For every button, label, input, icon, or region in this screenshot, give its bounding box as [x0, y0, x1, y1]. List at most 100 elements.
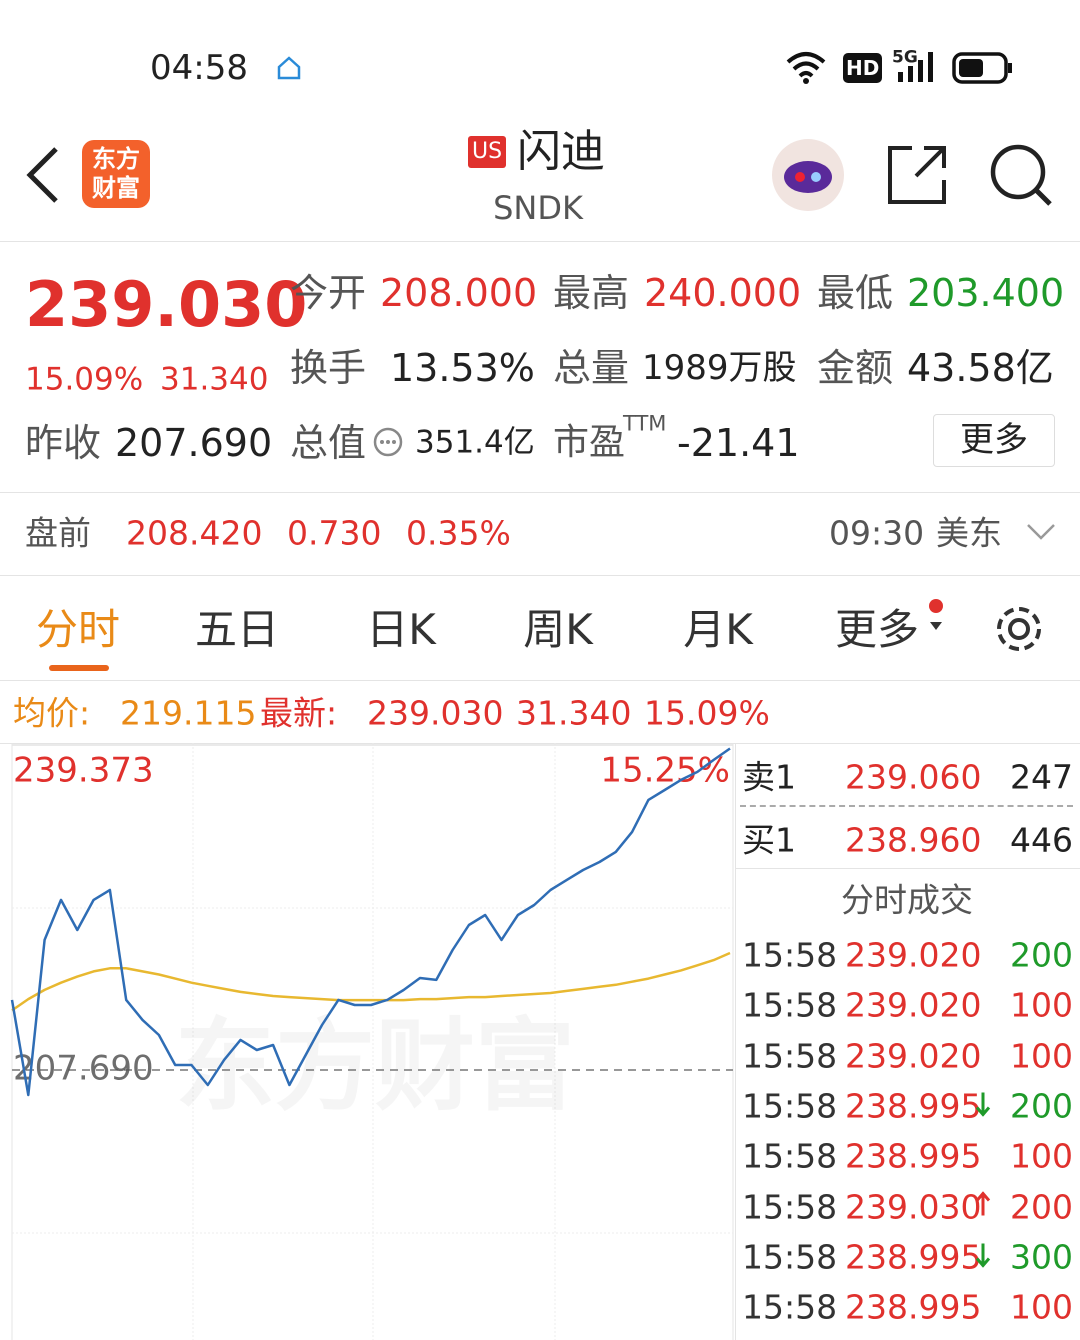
- latest-label: 最新:: [260, 693, 338, 733]
- field-value: 203.400: [907, 271, 1065, 315]
- field-label: 昨收: [25, 421, 102, 465]
- clock: 04:58: [150, 48, 248, 88]
- stock-name: 闪迪: [517, 126, 605, 177]
- field-label: 换手: [290, 346, 367, 390]
- trade-volume: 100: [1010, 1287, 1073, 1327]
- price-line: [10, 747, 731, 1097]
- bid-volume: 446: [1010, 820, 1073, 860]
- field-value: 13.53%: [390, 346, 535, 390]
- ask-price: 239.060: [845, 757, 982, 797]
- divider: [735, 743, 736, 1340]
- trade-price: 238.995: [845, 1237, 982, 1277]
- tab-indicator: [49, 665, 109, 671]
- trade-time: 15:58: [742, 1136, 838, 1176]
- info-icon[interactable]: [372, 426, 404, 458]
- field-value: 240.000: [644, 271, 802, 315]
- trade-volume: 100: [1010, 1036, 1073, 1076]
- field-value: 208.000: [380, 271, 538, 315]
- ask-volume: 247: [1010, 757, 1073, 797]
- tab[interactable]: 日K: [366, 605, 436, 654]
- trade-volume: 200: [1010, 935, 1073, 975]
- trade-volume: 200: [1010, 1086, 1073, 1126]
- field-value: 43.58亿: [907, 346, 1054, 390]
- search-button[interactable]: [988, 142, 1054, 208]
- signal-icon: [898, 52, 933, 82]
- trade-price: 238.995: [845, 1086, 982, 1126]
- trade-price: 239.020: [845, 1036, 982, 1076]
- tab[interactable]: 五日: [194, 605, 280, 654]
- change-percent: 15.09%: [25, 361, 144, 398]
- divider: [0, 241, 1080, 242]
- latest-price: 239.030: [367, 693, 504, 733]
- bid-label: 买1: [742, 820, 796, 860]
- field-label: 总值: [290, 421, 367, 465]
- premarket-time: 09:30: [829, 513, 925, 553]
- premarket-price: 208.420: [126, 513, 263, 553]
- share-button[interactable]: [886, 142, 950, 206]
- app-icon: [277, 56, 301, 80]
- trade-price: 239.020: [845, 935, 982, 975]
- trade-price: 239.020: [845, 985, 982, 1025]
- trade-time: 15:58: [742, 935, 838, 975]
- wifi-icon: [786, 52, 826, 84]
- field-label: 市盈: [553, 422, 626, 463]
- tab[interactable]: 月K: [683, 605, 753, 654]
- network-label: 5G: [892, 47, 918, 68]
- market-badge: US: [468, 136, 507, 168]
- hd-icon: HD: [843, 53, 883, 83]
- app-logo[interactable]: 东方 财富: [82, 140, 150, 208]
- field-label: 最高: [553, 271, 630, 315]
- y-tick-label: 239.373: [13, 751, 154, 791]
- expand-icon[interactable]: [1026, 522, 1056, 542]
- latest-change: 31.340: [516, 693, 632, 733]
- divider: [740, 805, 1073, 807]
- field-value: 351.4亿: [415, 424, 535, 461]
- trade-volume: 100: [1010, 985, 1073, 1025]
- intraday-chart: 东方财富 207.690 239.373 15.25%: [10, 743, 734, 1340]
- trade-price: 238.995: [845, 1136, 982, 1176]
- field-value: 1989万股: [642, 348, 797, 388]
- trade-price: 238.995: [845, 1287, 982, 1327]
- trade-arrow: [975, 1090, 991, 1121]
- trades-title: 分时成交: [841, 880, 973, 920]
- field-superscript: TTM: [623, 411, 667, 436]
- trade-time: 15:58: [742, 1086, 838, 1126]
- field-label: 金额: [817, 346, 894, 390]
- trade-time: 15:58: [742, 1287, 838, 1327]
- field-label: 今开: [290, 271, 367, 315]
- field-label: 最低: [817, 271, 894, 315]
- trade-arrow: [975, 1190, 991, 1222]
- tab[interactable]: 周K: [523, 605, 593, 654]
- tab[interactable]: 更多: [834, 605, 920, 654]
- trade-time: 15:58: [742, 985, 838, 1025]
- back-button[interactable]: [22, 145, 62, 205]
- settings-button[interactable]: [992, 602, 1046, 656]
- last-price: 239.030: [25, 268, 308, 341]
- divider: [0, 743, 1080, 744]
- more-button[interactable]: 更多: [933, 414, 1055, 467]
- logo-text: 财富: [92, 174, 140, 202]
- trade-time: 15:58: [742, 1036, 838, 1076]
- field-value: -21.41: [677, 421, 800, 465]
- y-tick-label: 207.690: [13, 1049, 154, 1089]
- trade-price: 239.030: [845, 1187, 982, 1226]
- tab[interactable]: 分时: [35, 605, 121, 654]
- y2-tick-label: 15.25%: [600, 751, 730, 791]
- field-value: 207.690: [115, 421, 273, 465]
- premarket-label: 盘前: [25, 513, 91, 553]
- field-label: 总量: [553, 346, 630, 390]
- divider: [0, 492, 1080, 493]
- trade-time: 15:58: [742, 1237, 838, 1277]
- trade-volume: 200: [1010, 1187, 1073, 1226]
- latest-change-percent: 15.09%: [644, 693, 770, 733]
- divider: [0, 680, 1080, 681]
- trade-time: 15:58: [742, 1187, 838, 1226]
- watermark: 东方财富: [175, 1007, 575, 1124]
- change-amount: 31.340: [160, 361, 269, 398]
- ticker: SNDK: [493, 189, 583, 227]
- trade-volume: 300: [1010, 1237, 1073, 1277]
- avg-price: 219.115: [120, 693, 257, 733]
- ask-label: 卖1: [742, 757, 796, 797]
- assistant-button[interactable]: [770, 137, 846, 213]
